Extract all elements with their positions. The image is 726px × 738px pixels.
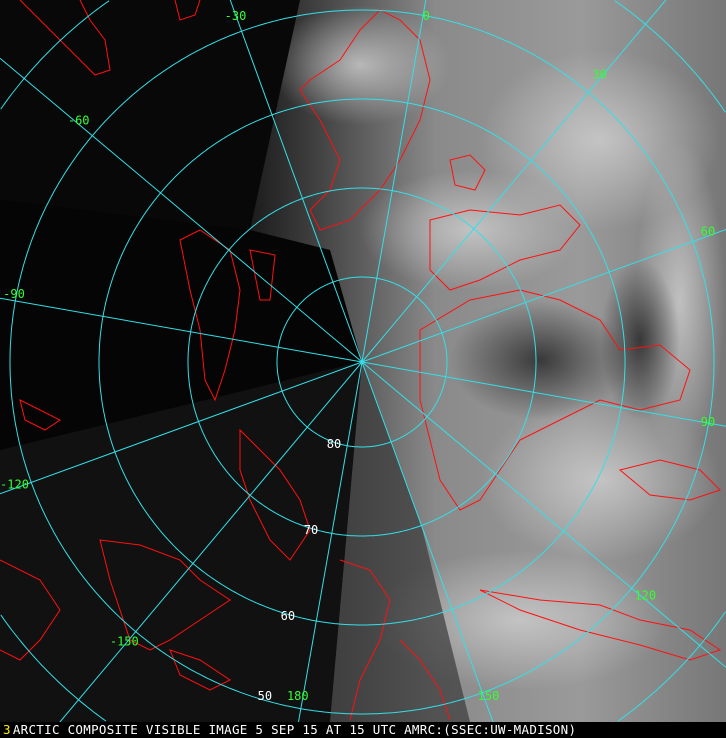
- latitude-circle-60: [98, 98, 626, 626]
- meridian-180: [298, 361, 363, 722]
- latitude-label: 70: [304, 523, 318, 537]
- latitude-circle-50: [9, 9, 715, 715]
- meridian--60: [0, 57, 363, 363]
- caption-number: 3: [3, 722, 11, 737]
- meridian-120: [361, 361, 726, 668]
- longitude-label: 60: [701, 225, 715, 239]
- meridian--90: [0, 297, 363, 363]
- meridian-90: [361, 361, 726, 427]
- latitude-circle-70: [187, 187, 537, 537]
- longitude-label: -60: [68, 113, 90, 127]
- polar-map: -150 -120 -90 -60 -30 0 30 60 90 120 150 180 80 70 60 5…: [0, 0, 726, 722]
- longitude-label: 30: [592, 68, 606, 82]
- latitude-label: 50: [258, 689, 272, 703]
- cloud-texture: [0, 5, 725, 722]
- meridian--150: [59, 361, 363, 722]
- image-caption: 3 ARCTIC COMPOSITE VISIBLE IMAGE 5 SEP 15…: [0, 722, 726, 738]
- latitude-label: 80: [327, 437, 341, 451]
- longitude-label: 90: [701, 415, 715, 429]
- latitude-circle-40: [0, 0, 726, 722]
- meridian-150: [361, 361, 494, 722]
- longitude-label: -150: [110, 634, 139, 648]
- longitude-label: -90: [3, 287, 25, 301]
- meridian-0: [361, 0, 427, 363]
- longitude-label: 150: [478, 689, 500, 703]
- meridian--30: [229, 0, 363, 363]
- meridian-60: [361, 229, 726, 363]
- longitude-label: -30: [225, 9, 247, 23]
- meridian--120: [0, 361, 363, 495]
- longitude-label: -120: [0, 478, 29, 492]
- graticule: [0, 0, 726, 722]
- latitude-circle-80: [276, 276, 448, 448]
- longitude-label: 120: [634, 589, 656, 603]
- meridian-30: [361, 0, 667, 363]
- caption-text: ARCTIC COMPOSITE VISIBLE IMAGE 5 SEP 15 …: [12, 722, 577, 737]
- latitude-label: 60: [281, 609, 295, 623]
- graticule-labels: -150 -120 -90 -60 -30 0 30 60 90 120 150 180 80 70 60 5…: [0, 9, 715, 703]
- longitude-label: 180: [287, 689, 309, 703]
- longitude-label: 0: [423, 9, 430, 23]
